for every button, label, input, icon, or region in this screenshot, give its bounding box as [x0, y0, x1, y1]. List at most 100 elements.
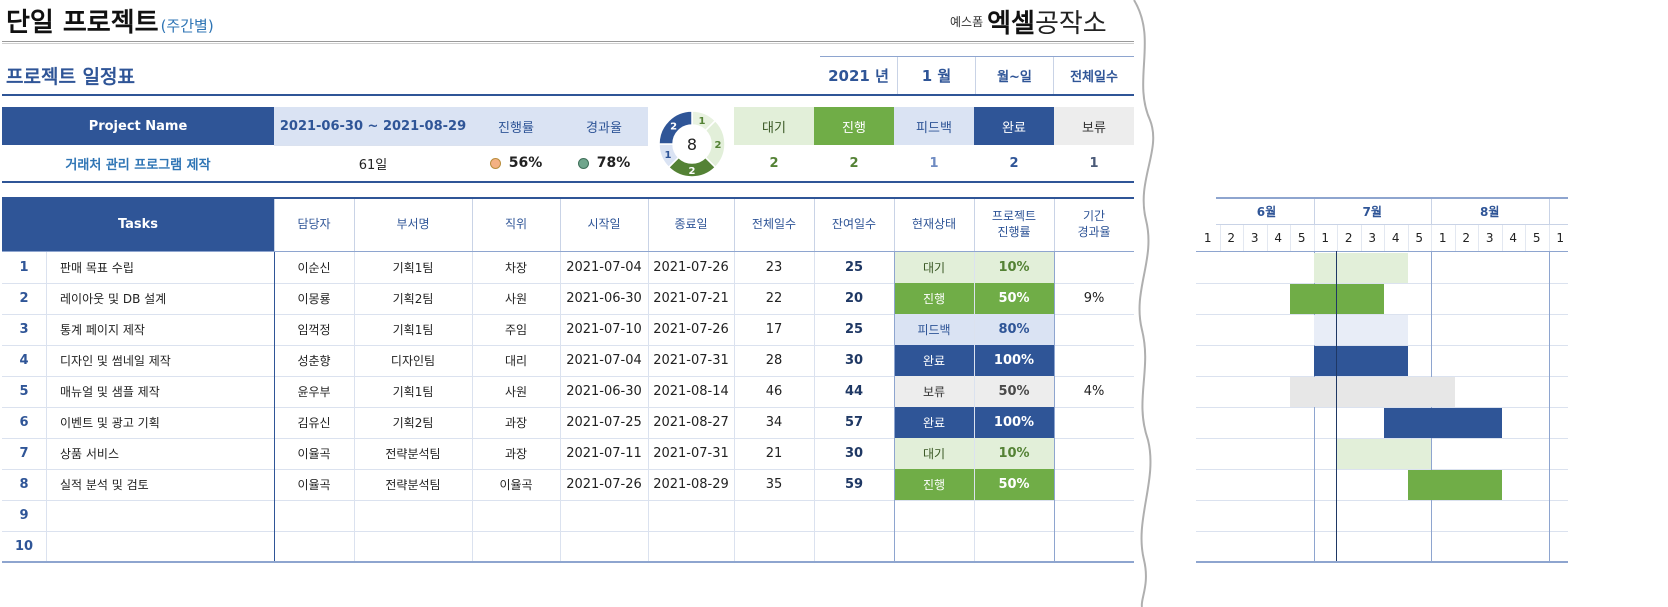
torn-edge — [1133, 0, 1168, 607]
cell-start: 2021-07-25 — [566, 415, 642, 430]
header-bottom-line — [2, 251, 1134, 252]
cell-pos: 과장 — [504, 416, 528, 430]
cell-remain — [814, 500, 894, 531]
cell-progress — [974, 531, 1054, 562]
header-top-line — [274, 197, 1134, 199]
table-row[interactable]: 9 — [2, 500, 1134, 531]
column-header-dept: 부서명 — [354, 197, 472, 251]
cell-dept: 전략분석팀 — [385, 447, 441, 461]
cell-start: 2021-06-30 — [566, 291, 642, 306]
total-days-label: 전체일수 — [1070, 70, 1118, 85]
gantt-row-divider — [1196, 283, 1568, 284]
status-header-3: 피드백 — [894, 107, 974, 145]
cell-pos: 대리 — [504, 354, 528, 368]
gantt-week: 3 — [1250, 231, 1259, 245]
gantt-week: 1 — [1438, 231, 1447, 245]
section-title: 프로젝트 일정표 — [6, 66, 135, 88]
cell-task — [46, 531, 274, 562]
section-divider — [2, 94, 1134, 96]
cell-total: 46 — [765, 384, 783, 399]
cell-total: 22 — [765, 291, 783, 306]
cell-total — [734, 500, 814, 531]
cell-end: 2021-07-21 — [653, 291, 729, 306]
brand-bold: 엑셀 — [987, 8, 1035, 39]
column-divider — [354, 252, 355, 562]
cell-start: 2021-07-26 — [566, 477, 642, 492]
table-bottom-line — [2, 561, 1134, 563]
period-cell: 2021-06-30 ~ 2021-08-29 — [274, 107, 472, 145]
gantt-week-divider — [1360, 225, 1362, 251]
cell-pos: 주임 — [504, 323, 528, 337]
weekday-selector[interactable]: 월~일 — [976, 57, 1054, 94]
gantt-month-3: 8월 — [1480, 205, 1500, 219]
cell-owner: 임꺽정 — [297, 323, 331, 337]
table-row[interactable]: 8 실적 분석 및 검토 이율곡 전략분석팀 이율곡 2021-07-26 2021-08-… — [2, 469, 1134, 500]
cell-no: 6 — [19, 415, 29, 430]
cell-status: 보류 — [894, 376, 974, 407]
project-name-header: Project Name — [2, 107, 274, 145]
donut-label-3: 2 — [689, 166, 696, 177]
gantt-row-divider — [1196, 438, 1568, 439]
column-header-start: 시작일 — [560, 197, 648, 251]
table-row[interactable]: 3 통계 페이지 제작 임꺽정 기획1팀 주임 2021-07-10 2021-07-26 1… — [2, 314, 1134, 345]
header-divider-line — [274, 199, 275, 251]
donut-slice-5 — [658, 110, 693, 145]
duration-value: 61일 — [358, 157, 388, 173]
column-header-line: 프로젝트 — [991, 209, 1037, 223]
cell-no: 2 — [19, 291, 29, 306]
cell-dept — [354, 500, 472, 531]
cell-no: 3 — [19, 322, 29, 337]
task-column-divider — [274, 252, 275, 562]
gantt-week: 1 — [1203, 231, 1212, 245]
table-row[interactable]: 6 이벤트 및 광고 기획 김유신 기획2팀 과장 2021-07-25 2021-08-2… — [2, 407, 1134, 438]
header-divider-line — [974, 199, 975, 251]
cell-status: 대기 — [894, 252, 974, 283]
column-header-owner: 담당자 — [274, 197, 354, 251]
cell-task: 통계 페이지 제작 — [60, 323, 145, 337]
year-selector[interactable]: 2021 년 — [820, 57, 898, 94]
cell-dept: 디자인팀 — [390, 354, 436, 368]
cell-pos: 이율곡 — [499, 478, 533, 492]
gantt-month-1: 6월 — [1256, 205, 1277, 219]
column-divider — [814, 252, 815, 562]
gantt-month-gridline — [1313, 252, 1315, 562]
cell-pos — [472, 531, 560, 562]
gantt-week: 3 — [1368, 231, 1377, 245]
table-row[interactable]: 5 매뉴얼 및 샘플 제작 윤우부 기획1팀 사원 2021-06-30 2021-08-1… — [2, 376, 1134, 407]
cell-dept: 기획2팀 — [392, 416, 434, 430]
cell-no: 7 — [19, 446, 29, 461]
gantt-row-divider — [1196, 376, 1568, 377]
table-row[interactable]: 10 — [2, 531, 1134, 562]
cell-dept: 기획1팀 — [392, 261, 434, 275]
gantt-week-divider — [1478, 225, 1479, 251]
gantt-week: 2 — [1462, 231, 1471, 245]
cell-task: 레이아웃 및 DB 설계 — [60, 292, 167, 306]
status-header-4: 완료 — [974, 107, 1054, 145]
elapsed-column-divider — [1054, 252, 1055, 562]
table-row[interactable]: 4 디자인 및 썸네일 제작 성춘향 디자인팀 대리 2021-07-04 2021-07-… — [2, 345, 1134, 376]
progress-label: 진행률 — [472, 107, 560, 145]
row-divider — [2, 469, 1134, 470]
table-row[interactable]: 7 상품 서비스 이율곡 전략분석팀 과장 2021-07-11 2021-07-31 21 3… — [2, 438, 1134, 469]
cell-end: 2021-08-27 — [653, 415, 729, 430]
cell-elapsed — [1054, 438, 1134, 469]
cell-elapsed: 4% — [1083, 384, 1105, 399]
cell-dept — [354, 531, 472, 562]
cell-remain: 20 — [844, 291, 864, 306]
gantt-week: 4 — [1391, 231, 1400, 245]
gantt-month-gridline — [1548, 252, 1550, 562]
cell-owner: 윤우부 — [297, 385, 331, 399]
gantt-week-divider — [1290, 225, 1291, 251]
cell-dept: 기획1팀 — [392, 323, 434, 337]
donut-label-2: 2 — [715, 140, 722, 151]
table-row[interactable]: 1 판매 목표 수립 이순신 기획1팀 차장 2021-07-04 2021-07-26 23… — [2, 252, 1134, 283]
cell-owner — [274, 500, 354, 531]
donut-label-4: 1 — [664, 150, 671, 161]
table-row[interactable]: 2 레이아웃 및 DB 설계 이몽룡 기획2팀 사원 2021-06-30 2021-07-… — [2, 283, 1134, 314]
month-selector[interactable]: 1 월 — [898, 57, 976, 94]
gantt-row-divider — [1196, 500, 1568, 501]
column-header-remain: 잔여일수 — [814, 197, 894, 251]
column-divider — [734, 252, 735, 562]
cell-task: 매뉴얼 및 샘플 제작 — [60, 385, 160, 399]
